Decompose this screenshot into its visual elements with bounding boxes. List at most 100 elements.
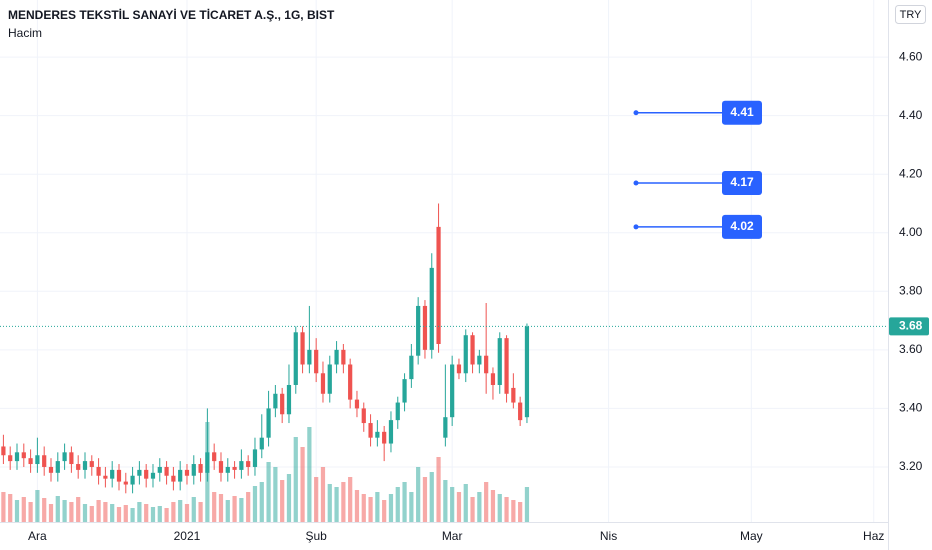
price-level-label: 4.41: [730, 105, 754, 119]
volume-bar: [103, 502, 108, 522]
volume-bar: [395, 487, 400, 522]
candle-body: [116, 469, 122, 482]
candle-body: [205, 452, 210, 473]
y-tick-label: 4.00: [899, 225, 923, 239]
candle-body: [191, 464, 196, 476]
volume-bar: [252, 486, 258, 522]
volume-bar: [266, 462, 271, 522]
x-tick-label: Haz: [863, 529, 884, 543]
currency-button[interactable]: [895, 5, 926, 24]
x-tick-label: Ara: [28, 529, 47, 543]
volume-bar: [518, 502, 523, 522]
x-tick-label: Mar: [442, 529, 463, 543]
candle-body: [232, 466, 237, 470]
candle-body: [388, 420, 394, 444]
candle-body: [348, 364, 353, 400]
candle-body: [89, 461, 94, 467]
candle-body: [409, 355, 414, 380]
volume-bar: [388, 494, 394, 522]
volume-bar: [327, 484, 332, 522]
candle-body: [246, 461, 251, 467]
volume-bar: [490, 490, 496, 522]
volume-bar: [191, 497, 196, 522]
price-level-tag: [722, 170, 762, 195]
candle-body: [327, 364, 332, 394]
candle-body: [286, 384, 292, 415]
volume-bar: [116, 507, 122, 522]
volume-bar: [137, 502, 142, 522]
x-tick-label: Nis: [600, 529, 617, 543]
volume-bar: [273, 467, 278, 522]
candle-body: [28, 458, 33, 465]
candle-body: [225, 466, 230, 473]
candle-body: [518, 402, 523, 421]
candle-body: [463, 335, 468, 374]
candle-body: [436, 226, 441, 344]
volume-bar: [477, 492, 482, 522]
volume-bar: [21, 497, 26, 522]
candle-body: [450, 364, 455, 418]
candle-body: [171, 475, 176, 482]
candle-body: [62, 452, 67, 462]
candle-body: [266, 408, 271, 438]
candle-body: [300, 332, 305, 365]
volume-bar: [334, 487, 339, 522]
volume-bar: [150, 507, 156, 522]
volume-bar: [280, 480, 285, 522]
volume-label: Hacim: [8, 26, 42, 40]
candle-body: [443, 417, 448, 438]
candle-body: [320, 373, 326, 394]
y-tick-label: 3.80: [899, 283, 923, 297]
candle-body: [1, 446, 6, 456]
volume-bar: [402, 482, 407, 522]
volume-bar: [293, 437, 298, 522]
volume-bar: [470, 497, 475, 522]
candle-body: [69, 452, 74, 465]
candle-body: [14, 452, 20, 462]
candle-body: [375, 431, 380, 438]
candle-body: [307, 349, 312, 365]
chart-title: MENDERES TEKSTİL SANAYİ VE TİCARET A.Ş.,…: [8, 7, 335, 22]
volume-bar: [178, 500, 183, 522]
candle-body: [422, 305, 428, 350]
volume-bar: [436, 457, 441, 522]
volume-bar: [123, 505, 128, 522]
candle-body: [429, 267, 434, 350]
candle-body: [144, 469, 149, 479]
volume-bar: [422, 477, 428, 522]
volume-bar: [409, 492, 414, 522]
volume-bar: [497, 494, 502, 522]
price-level-tag: [722, 214, 762, 239]
candle-body: [252, 449, 258, 467]
candle-body: [42, 455, 47, 467]
volume-bar: [110, 504, 115, 522]
volume-bar: [286, 474, 292, 522]
candle-body: [82, 461, 88, 470]
volume-bar: [259, 482, 264, 522]
x-tick-label: 2021: [174, 529, 201, 543]
volume-bar: [450, 487, 455, 522]
candle-body: [273, 393, 278, 409]
candle-body: [150, 472, 156, 479]
candles: [1, 203, 530, 494]
candle-body: [198, 464, 203, 473]
volume-bar: [164, 508, 169, 522]
candle-body: [130, 475, 135, 485]
volume-bar: [14, 500, 20, 522]
volume-bar: [504, 497, 509, 522]
candle-body: [103, 475, 108, 479]
candle-body: [477, 355, 482, 365]
volume-bar: [443, 480, 448, 522]
candle-body: [178, 469, 183, 482]
candle-body: [137, 469, 142, 476]
candle-body: [184, 469, 190, 476]
volume-bar: [130, 508, 135, 522]
volume-bar: [341, 482, 346, 522]
currency-label: TRY: [900, 9, 922, 21]
candle-body: [354, 399, 360, 409]
volume-bar: [361, 494, 366, 522]
candle-body: [511, 387, 516, 403]
grid: [0, 0, 888, 522]
